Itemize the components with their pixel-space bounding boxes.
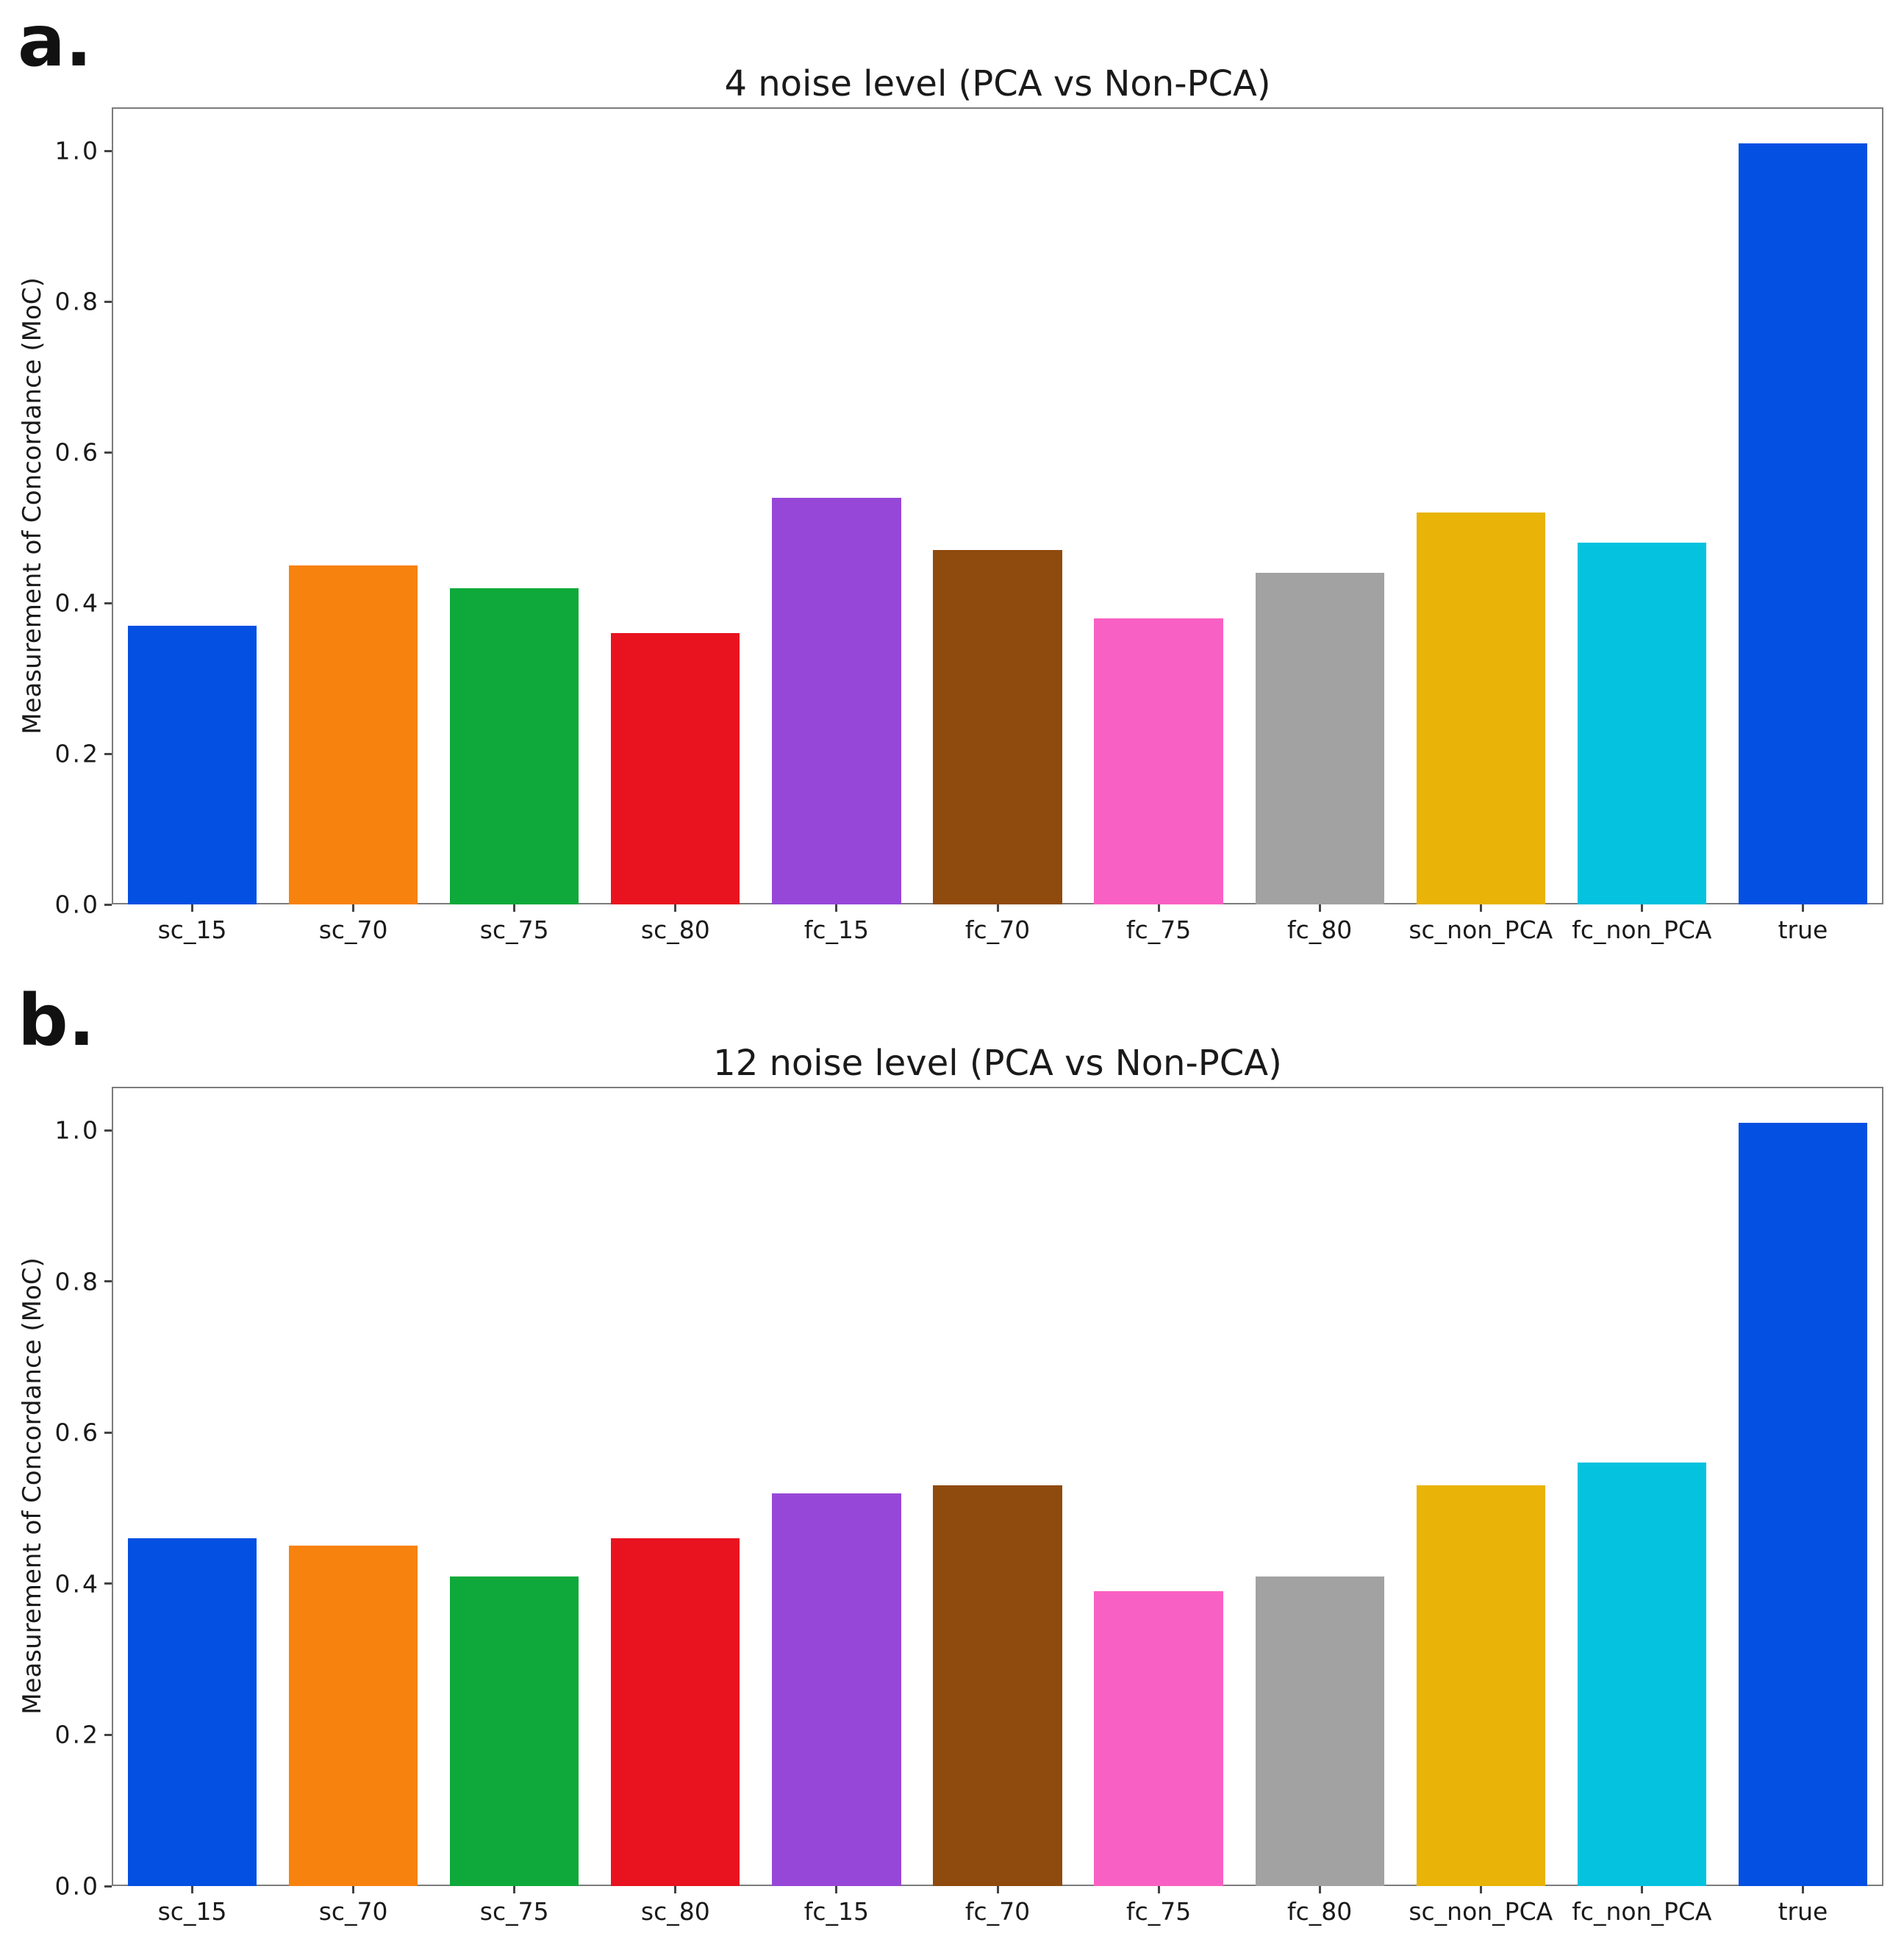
bar-sc_75 bbox=[450, 1576, 579, 1886]
xtick-mark bbox=[1157, 1886, 1160, 1893]
xtick-mark bbox=[1801, 904, 1804, 912]
xtick-mark bbox=[1479, 1886, 1482, 1893]
ytick-label-0.4: 0.4 bbox=[54, 1569, 100, 1599]
ytick-mark bbox=[104, 1431, 112, 1434]
bar-fc_80 bbox=[1255, 573, 1384, 904]
panel-a-label: a. bbox=[18, 0, 93, 82]
bar-sc_15 bbox=[127, 625, 257, 904]
xtick-mark bbox=[835, 904, 838, 912]
ytick-mark bbox=[104, 149, 112, 152]
xtick-mark bbox=[1157, 904, 1160, 912]
bar-fc_70 bbox=[933, 550, 1062, 904]
panel-a-y-axis-label: Measurement of Concordance (MoC) bbox=[18, 277, 47, 735]
xtick-mark bbox=[513, 904, 516, 912]
ytick-mark bbox=[104, 1280, 112, 1283]
xtick-mark bbox=[674, 1886, 677, 1893]
xtick-label-fc_15: fc_15 bbox=[804, 1897, 870, 1926]
xtick-mark bbox=[513, 1886, 516, 1893]
xtick-label-sc_80: sc_80 bbox=[640, 915, 710, 944]
bar-sc_15 bbox=[127, 1538, 257, 1886]
ytick-mark bbox=[104, 601, 112, 604]
bar-fc_75 bbox=[1094, 618, 1223, 904]
ytick-label-1.0: 1.0 bbox=[54, 1115, 100, 1145]
xtick-label-fc_15: fc_15 bbox=[804, 915, 870, 944]
xtick-mark bbox=[352, 904, 355, 912]
bar-fc_non_PCA bbox=[1577, 543, 1706, 904]
xtick-label-fc_80: fc_80 bbox=[1287, 915, 1353, 944]
xtick-label-true: true bbox=[1778, 915, 1828, 944]
xtick-label-true: true bbox=[1778, 1897, 1828, 1926]
xtick-label-sc_non_PCA: sc_non_PCA bbox=[1409, 1897, 1553, 1926]
xtick-mark bbox=[191, 1886, 194, 1893]
bar-sc_80 bbox=[611, 1538, 740, 1886]
xtick-label-fc_80: fc_80 bbox=[1287, 1897, 1353, 1926]
xtick-label-fc_non_PCA: fc_non_PCA bbox=[1572, 1897, 1712, 1926]
ytick-label-0.8: 0.8 bbox=[54, 287, 100, 316]
ytick-mark bbox=[104, 1582, 112, 1585]
xtick-label-fc_70: fc_70 bbox=[964, 1897, 1031, 1926]
xtick-label-sc_15: sc_15 bbox=[157, 1897, 227, 1926]
bar-true bbox=[1738, 1122, 1868, 1886]
bar-sc_non_PCA bbox=[1416, 513, 1545, 904]
ytick-mark bbox=[104, 451, 112, 454]
xtick-mark bbox=[1479, 904, 1482, 912]
xtick-mark bbox=[996, 1886, 999, 1893]
ytick-mark bbox=[104, 752, 112, 755]
xtick-label-fc_70: fc_70 bbox=[964, 915, 1031, 944]
xtick-mark bbox=[1318, 1886, 1321, 1893]
panel-b-y-axis-label: Measurement of Concordance (MoC) bbox=[18, 1257, 47, 1715]
ytick-label-0.0: 0.0 bbox=[54, 1871, 100, 1901]
bar-sc_80 bbox=[611, 633, 740, 904]
ytick-label-1.0: 1.0 bbox=[54, 136, 100, 165]
ytick-label-0.2: 0.2 bbox=[54, 739, 100, 768]
ytick-label-0.0: 0.0 bbox=[54, 890, 100, 919]
bar-sc_75 bbox=[450, 588, 579, 904]
xtick-label-fc_non_PCA: fc_non_PCA bbox=[1572, 915, 1712, 944]
xtick-label-sc_70: sc_70 bbox=[318, 915, 388, 944]
bar-true bbox=[1738, 143, 1868, 904]
ytick-mark bbox=[104, 1733, 112, 1736]
ytick-label-0.6: 0.6 bbox=[54, 438, 100, 467]
xtick-mark bbox=[996, 904, 999, 912]
xtick-mark bbox=[674, 904, 677, 912]
ytick-mark bbox=[104, 903, 112, 906]
xtick-mark bbox=[1801, 1886, 1804, 1893]
xtick-label-sc_80: sc_80 bbox=[640, 1897, 710, 1926]
bar-fc_75 bbox=[1094, 1591, 1223, 1886]
bar-fc_non_PCA bbox=[1577, 1463, 1706, 1886]
xtick-label-sc_non_PCA: sc_non_PCA bbox=[1409, 915, 1553, 944]
xtick-mark bbox=[1640, 1886, 1643, 1893]
bar-fc_70 bbox=[933, 1485, 1062, 1886]
ytick-label-0.2: 0.2 bbox=[54, 1720, 100, 1749]
ytick-label-0.8: 0.8 bbox=[54, 1267, 100, 1296]
xtick-label-sc_75: sc_75 bbox=[479, 1897, 549, 1926]
ytick-label-0.6: 0.6 bbox=[54, 1418, 100, 1447]
xtick-mark bbox=[1318, 904, 1321, 912]
xtick-mark bbox=[1640, 904, 1643, 912]
panel-b-label: b. bbox=[18, 979, 96, 1062]
ytick-mark bbox=[104, 1129, 112, 1132]
bar-fc_15 bbox=[772, 1493, 901, 1886]
bar-fc_80 bbox=[1255, 1576, 1384, 1886]
bar-fc_15 bbox=[772, 497, 901, 904]
xtick-mark bbox=[835, 1886, 838, 1893]
bar-sc_70 bbox=[289, 1546, 418, 1886]
ytick-mark bbox=[104, 300, 112, 303]
xtick-mark bbox=[352, 1886, 355, 1893]
bar-sc_non_PCA bbox=[1416, 1485, 1545, 1886]
xtick-label-sc_15: sc_15 bbox=[157, 915, 227, 944]
panel-b-chart-title: 12 noise level (PCA vs Non-PCA) bbox=[713, 1043, 1282, 1084]
bar-sc_70 bbox=[289, 565, 418, 904]
ytick-mark bbox=[104, 1885, 112, 1888]
xtick-label-sc_75: sc_75 bbox=[479, 915, 549, 944]
xtick-label-fc_75: fc_75 bbox=[1125, 1897, 1192, 1926]
panel-a-chart-title: 4 noise level (PCA vs Non-PCA) bbox=[724, 63, 1271, 104]
xtick-mark bbox=[191, 904, 194, 912]
xtick-label-fc_75: fc_75 bbox=[1125, 915, 1192, 944]
xtick-label-sc_70: sc_70 bbox=[318, 1897, 388, 1926]
ytick-label-0.4: 0.4 bbox=[54, 588, 100, 618]
